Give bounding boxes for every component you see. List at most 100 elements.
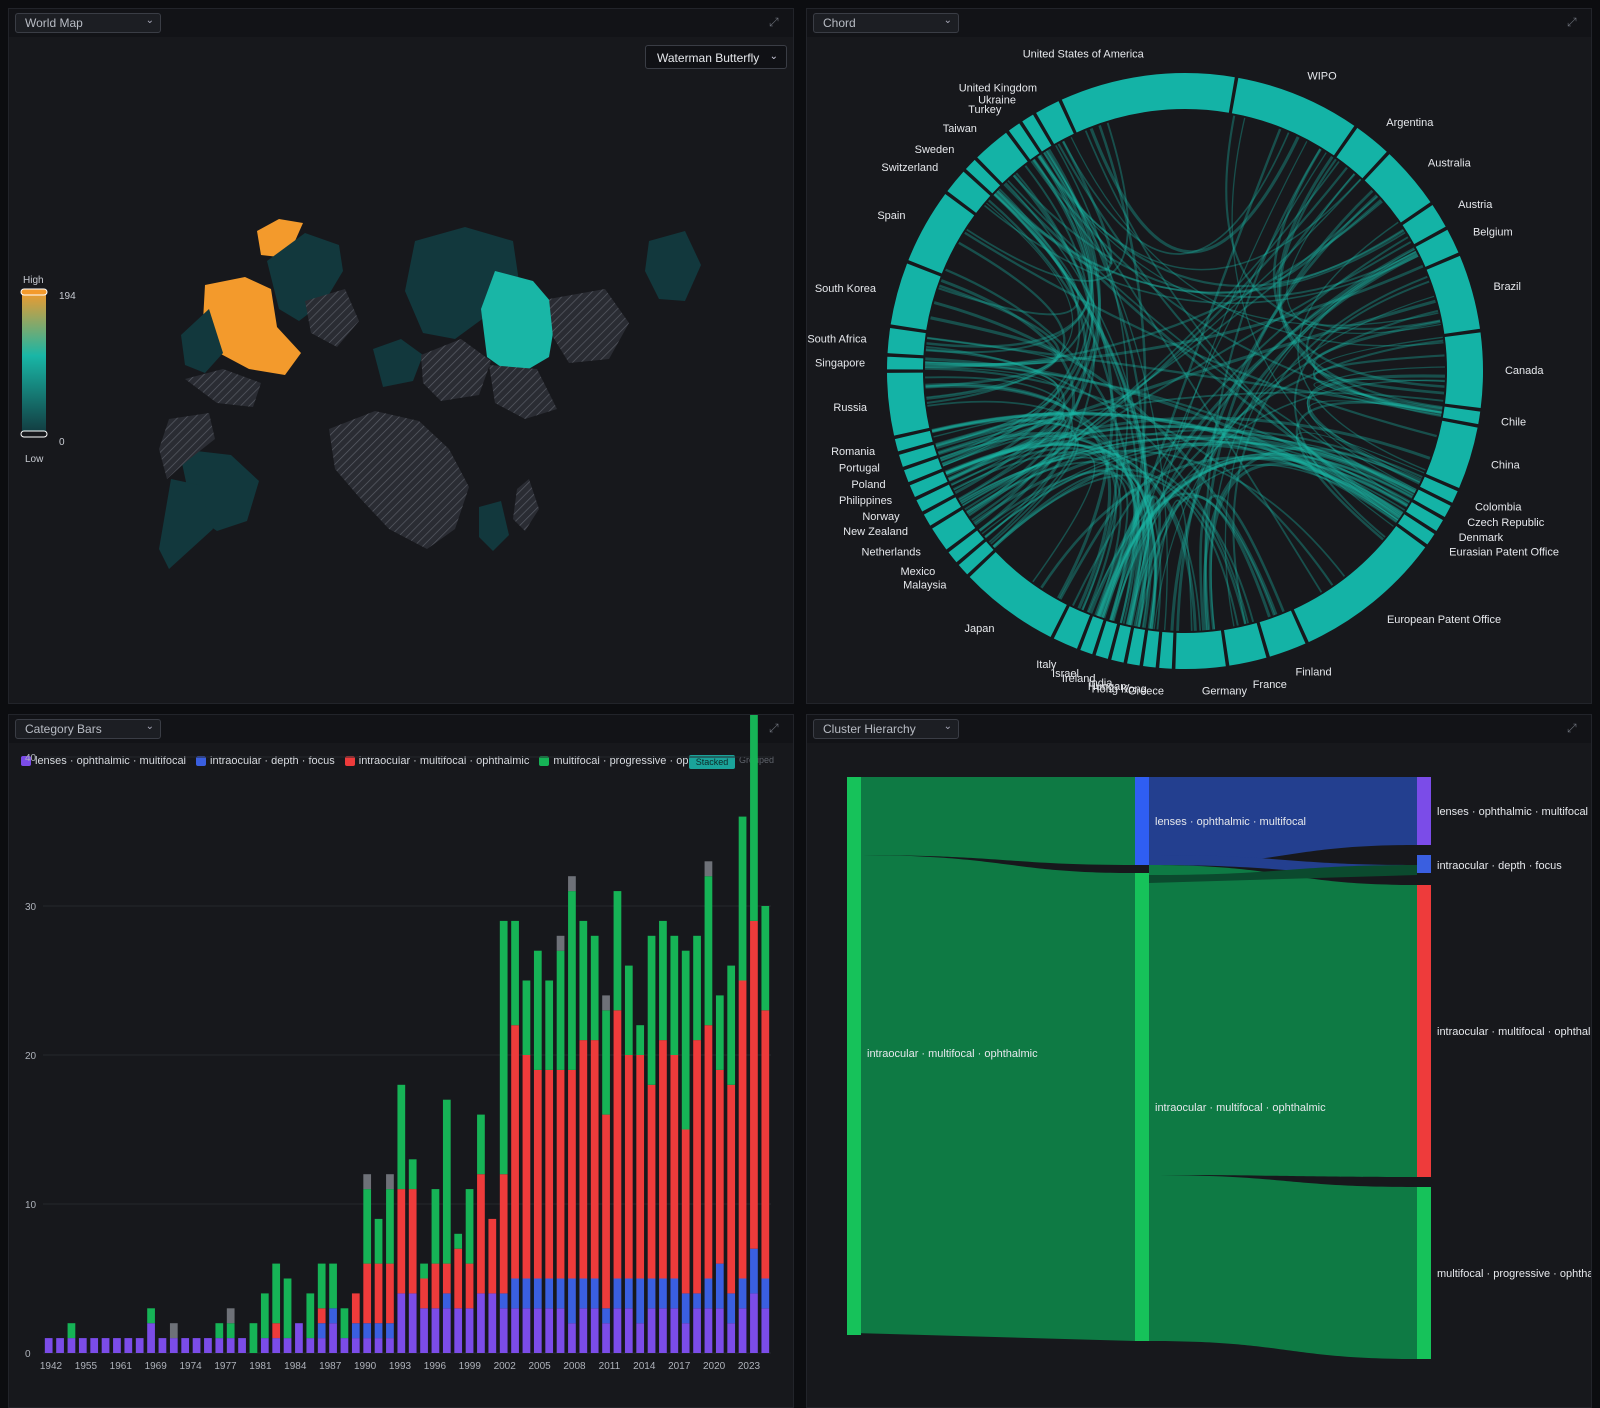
stacked-toggle[interactable]: Stacked — [689, 755, 735, 769]
chord-ribbon[interactable] — [1313, 378, 1445, 416]
bar-segment[interactable] — [590, 1278, 599, 1309]
bar-segment[interactable] — [511, 1278, 519, 1309]
chord-ribbon[interactable] — [1112, 496, 1155, 626]
bar-segment[interactable] — [226, 1323, 235, 1339]
chord-ribbon[interactable] — [942, 156, 1095, 467]
chord-ribbon[interactable] — [993, 193, 1140, 624]
bar-segment[interactable] — [420, 1308, 428, 1353]
chord-ribbon[interactable] — [1111, 247, 1415, 621]
bar-segment[interactable] — [659, 1308, 667, 1353]
chord-ribbon[interactable] — [940, 279, 1075, 532]
chord-ribbon[interactable] — [1170, 253, 1419, 631]
country-greenland[interactable] — [257, 219, 303, 257]
sankey-node[interactable] — [1417, 1187, 1431, 1359]
chord-group-arc[interactable] — [1111, 624, 1131, 663]
chord-ribbon[interactable] — [1272, 148, 1445, 388]
bar-segment[interactable] — [442, 1263, 451, 1294]
chord-ribbon[interactable] — [1312, 320, 1445, 395]
bar-segment[interactable] — [602, 1010, 610, 1115]
bar-segment[interactable] — [135, 1338, 144, 1353]
chord-ribbon[interactable] — [925, 361, 1409, 507]
bar-segment[interactable] — [556, 950, 565, 1070]
chord-ribbon[interactable] — [1003, 183, 1403, 516]
bar-segment[interactable] — [681, 1323, 690, 1353]
chord-ribbon[interactable] — [1101, 455, 1411, 619]
chord-group-arc[interactable] — [1022, 114, 1052, 152]
bar-segment[interactable] — [613, 891, 622, 1011]
chord-ribbon[interactable] — [1295, 401, 1443, 541]
bar-segment[interactable] — [169, 1323, 178, 1339]
bar-segment[interactable] — [704, 1308, 713, 1353]
chord-ribbon[interactable] — [1313, 354, 1445, 410]
chord-ribbon[interactable] — [966, 435, 1416, 515]
bar-segment[interactable] — [113, 1338, 121, 1353]
country-alaska[interactable] — [181, 309, 223, 373]
sankey-flow[interactable] — [1149, 865, 1417, 883]
chord-ribbon[interactable] — [1231, 117, 1409, 505]
bar-segment[interactable] — [579, 920, 588, 1041]
chord-ribbon[interactable] — [1312, 336, 1443, 414]
bar-segment[interactable] — [568, 1069, 576, 1279]
bar-segment[interactable] — [477, 1114, 485, 1175]
bar-segment[interactable] — [693, 1040, 701, 1294]
bar-segment[interactable] — [659, 1278, 667, 1309]
chord-ribbon[interactable] — [1097, 495, 1161, 629]
chord-ribbon[interactable] — [1232, 275, 1428, 625]
chord-ribbon[interactable] — [925, 382, 1112, 609]
sankey-flow[interactable] — [1149, 865, 1417, 1177]
chord-ribbon[interactable] — [931, 412, 1400, 521]
bar-segment[interactable] — [431, 1189, 440, 1264]
chord-group-arc[interactable] — [965, 159, 1001, 194]
chord-group-arc[interactable] — [1143, 630, 1160, 668]
chord-ribbon[interactable] — [1089, 251, 1418, 614]
chord-ribbon[interactable] — [960, 428, 1423, 504]
bar-segment[interactable] — [738, 1308, 747, 1353]
bar-segment[interactable] — [659, 1040, 667, 1279]
chord-ribbon[interactable] — [926, 202, 1074, 398]
legend-item-depth[interactable]: intraocular · depth · focus — [196, 753, 335, 769]
bar-segment[interactable] — [374, 1263, 383, 1324]
bar-segment[interactable] — [204, 1338, 212, 1353]
chord-group-arc[interactable] — [1336, 127, 1387, 179]
bar-segment[interactable] — [101, 1338, 110, 1353]
bar-segment[interactable] — [522, 1308, 531, 1353]
chord-ribbon[interactable] — [1098, 457, 1408, 617]
legend-high-handle[interactable] — [20, 288, 48, 296]
bar-segment[interactable] — [761, 1308, 770, 1353]
chord-ribbon[interactable] — [925, 376, 1074, 539]
bar-segment[interactable] — [386, 1174, 394, 1190]
bar-segment[interactable] — [499, 1174, 508, 1294]
chord-group-arc[interactable] — [894, 430, 933, 452]
bar-segment[interactable] — [533, 950, 542, 1070]
chord-ribbon[interactable] — [1137, 309, 1439, 628]
chord-ribbon[interactable] — [992, 441, 1416, 549]
chord-ribbon[interactable] — [1153, 295, 1435, 630]
bar-segment[interactable] — [590, 1308, 599, 1353]
chord-ribbon[interactable] — [992, 472, 1129, 619]
bar-segment[interactable] — [624, 1055, 633, 1279]
chord-ribbon[interactable] — [927, 400, 1141, 626]
bar-segment[interactable] — [363, 1189, 372, 1264]
bar-segment[interactable] — [511, 920, 519, 1026]
chord-ribbon[interactable] — [938, 431, 1147, 627]
bar-segment[interactable] — [169, 1338, 178, 1353]
bar-segment[interactable] — [522, 1055, 531, 1279]
bar-segment[interactable] — [670, 1278, 679, 1309]
chord-ribbon[interactable] — [959, 456, 1150, 628]
bar-segment[interactable] — [704, 876, 713, 1026]
bar-segment[interactable] — [715, 1069, 724, 1264]
bar-segment[interactable] — [624, 1308, 633, 1353]
bar-segment[interactable] — [454, 1233, 463, 1249]
bar-segment[interactable] — [238, 1338, 246, 1353]
bar-segment[interactable] — [579, 1278, 588, 1309]
bar-segment[interactable] — [556, 1278, 565, 1309]
chord-ribbon[interactable] — [1037, 156, 1439, 326]
bar-segment[interactable] — [465, 1263, 474, 1309]
bar-segment[interactable] — [465, 1308, 474, 1353]
bar-segment[interactable] — [329, 1263, 337, 1309]
cluster-hierarchy-view-select[interactable]: Cluster Hierarchy ⌄ — [813, 719, 959, 739]
chord-ribbon[interactable] — [1012, 174, 1417, 299]
bar-segment[interactable] — [590, 935, 599, 1041]
bar-segment[interactable] — [727, 1323, 736, 1353]
bar-segment[interactable] — [408, 1293, 417, 1353]
